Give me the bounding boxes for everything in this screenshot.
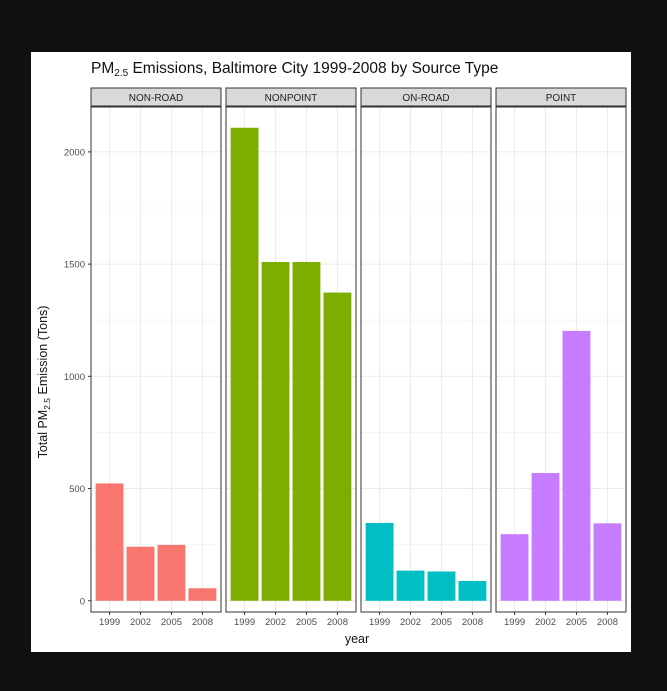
x-tick-label: 2005	[296, 617, 317, 628]
bar-non-road-1999	[95, 483, 124, 601]
y-tick-label: 2000	[64, 147, 85, 158]
facet-point: POINT 1999 2002 2005 2008	[495, 87, 627, 628]
panel-border	[360, 106, 492, 613]
x-tick-label: 1999	[504, 617, 525, 628]
bar-point-2005	[562, 330, 591, 601]
facet-on-road: ON-ROAD 1999 2002 2005 2008	[360, 87, 492, 628]
x-tick-label: 2008	[597, 617, 618, 628]
y-tick-label: 500	[69, 484, 85, 495]
bar-on-road-2008	[458, 580, 487, 601]
x-tick-label: 2005	[566, 617, 587, 628]
facet-strip-label: ON-ROAD	[402, 93, 449, 104]
facet-strip	[360, 87, 492, 107]
bar-nonpoint-2008	[323, 292, 352, 601]
bar-nonpoint-1999	[230, 127, 259, 601]
facet-nonpoint: NONPOINT 1999 2002 2005 2008	[225, 87, 357, 628]
panel-border	[225, 106, 357, 613]
x-tick-label: 2008	[192, 617, 213, 628]
chart-title-part-1: PM	[91, 60, 114, 77]
bar-on-road-2005	[427, 571, 456, 601]
facet-panels: NON-ROAD 1999 2002 2005 2008 NONPOINT 1999 2002…	[90, 87, 627, 628]
y-axis-title-part-2: Emission (Tons)	[36, 306, 50, 398]
bar-point-2002	[531, 473, 560, 601]
y-axis-title-subscript: 2.5	[42, 398, 52, 410]
bar-non-road-2008	[188, 588, 217, 601]
bar-nonpoint-2005	[292, 261, 321, 601]
bar-on-road-2002	[396, 570, 425, 601]
facet-strip	[225, 87, 357, 107]
x-tick-label: 2005	[161, 617, 182, 628]
x-tick-label: 2005	[431, 617, 452, 628]
panel-border	[495, 106, 627, 613]
bar-point-2008	[593, 523, 622, 601]
y-tick-label: 0	[80, 596, 85, 607]
x-tick-label: 1999	[234, 617, 255, 628]
y-axis: 0 500 1000 1500 2000	[64, 147, 91, 607]
x-tick-label: 2002	[265, 617, 286, 628]
y-axis-title: Total PM2.5 Emission (Tons)	[36, 306, 52, 459]
faceted-bar-chart: PM2.5 Emissions, Baltimore City 1999-200…	[36, 60, 627, 646]
chart-figure: PM2.5 Emissions, Baltimore City 1999-200…	[31, 52, 631, 652]
chart-title: PM2.5 Emissions, Baltimore City 1999-200…	[91, 60, 498, 79]
y-tick-label: 1500	[64, 260, 85, 271]
x-tick-label: 2002	[130, 617, 151, 628]
facet-strip-label: POINT	[546, 93, 577, 104]
x-axis-title: year	[345, 632, 369, 646]
y-tick-label: 1000	[64, 372, 85, 383]
panel-border	[90, 106, 222, 613]
chart-title-subscript: 2.5	[114, 68, 128, 79]
x-tick-label: 2008	[462, 617, 483, 628]
y-axis-title-part-1: Total PM	[36, 410, 50, 459]
x-tick-label: 1999	[369, 617, 390, 628]
x-tick-label: 2008	[327, 617, 348, 628]
facet-strip-label: NONPOINT	[265, 93, 318, 104]
bar-non-road-2002	[126, 546, 155, 601]
facet-strip-label: NON-ROAD	[129, 93, 183, 104]
x-tick-label: 2002	[400, 617, 421, 628]
facet-strip	[495, 87, 627, 107]
x-tick-label: 2002	[535, 617, 556, 628]
bar-point-1999	[500, 534, 529, 601]
chart-title-part-2: Emissions, Baltimore City 1999-2008 by S…	[128, 60, 498, 77]
facet-non-road: NON-ROAD 1999 2002 2005 2008	[90, 87, 222, 628]
bar-nonpoint-2002	[261, 261, 290, 601]
bar-on-road-1999	[365, 522, 394, 601]
bar-non-road-2005	[157, 544, 186, 601]
x-tick-label: 1999	[99, 617, 120, 628]
facet-strip	[90, 87, 222, 107]
